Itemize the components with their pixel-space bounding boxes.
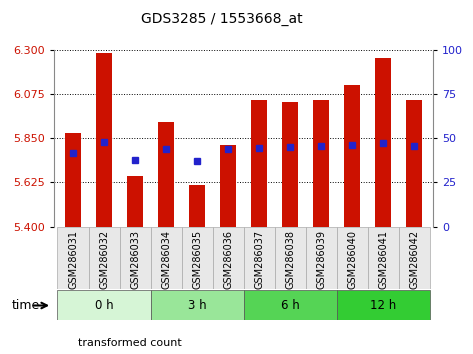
Bar bbox=[337, 227, 368, 289]
Bar bbox=[306, 227, 337, 289]
Text: GSM286035: GSM286035 bbox=[192, 230, 202, 289]
Bar bbox=[58, 227, 88, 289]
Text: GSM286034: GSM286034 bbox=[161, 230, 171, 289]
Bar bbox=[244, 227, 275, 289]
Bar bbox=[376, 58, 391, 227]
Bar bbox=[96, 52, 112, 227]
Bar bbox=[314, 100, 329, 227]
Text: 12 h: 12 h bbox=[370, 299, 396, 312]
Bar bbox=[251, 100, 267, 227]
Text: GSM286031: GSM286031 bbox=[68, 230, 78, 289]
Bar bbox=[399, 227, 429, 289]
Text: GSM286036: GSM286036 bbox=[223, 230, 233, 289]
Text: time: time bbox=[12, 299, 40, 312]
Bar bbox=[282, 102, 298, 227]
Bar bbox=[212, 227, 244, 289]
Bar bbox=[182, 227, 212, 289]
Text: transformed count: transformed count bbox=[78, 338, 182, 348]
Text: GSM286042: GSM286042 bbox=[409, 230, 419, 289]
Bar bbox=[189, 185, 205, 227]
Text: GSM286039: GSM286039 bbox=[316, 230, 326, 289]
Bar bbox=[127, 176, 143, 227]
Text: GSM286032: GSM286032 bbox=[99, 230, 109, 289]
Bar bbox=[158, 122, 174, 227]
Text: GDS3285 / 1553668_at: GDS3285 / 1553668_at bbox=[141, 12, 303, 27]
Bar bbox=[150, 227, 182, 289]
Text: GSM286037: GSM286037 bbox=[254, 230, 264, 289]
Bar bbox=[406, 100, 422, 227]
Text: 0 h: 0 h bbox=[95, 299, 114, 312]
Text: GSM286038: GSM286038 bbox=[285, 230, 295, 289]
Text: 3 h: 3 h bbox=[188, 299, 206, 312]
Bar bbox=[88, 227, 120, 289]
Bar bbox=[337, 290, 429, 320]
Bar bbox=[220, 145, 236, 227]
Bar bbox=[120, 227, 150, 289]
Text: GSM286033: GSM286033 bbox=[130, 230, 140, 289]
Bar bbox=[150, 290, 244, 320]
Bar bbox=[368, 227, 399, 289]
Text: GSM286040: GSM286040 bbox=[347, 230, 357, 289]
Text: GSM286041: GSM286041 bbox=[378, 230, 388, 289]
Text: 6 h: 6 h bbox=[281, 299, 299, 312]
Bar bbox=[58, 290, 150, 320]
Bar bbox=[275, 227, 306, 289]
Bar bbox=[65, 133, 81, 227]
Bar bbox=[344, 85, 360, 227]
Bar bbox=[244, 290, 337, 320]
